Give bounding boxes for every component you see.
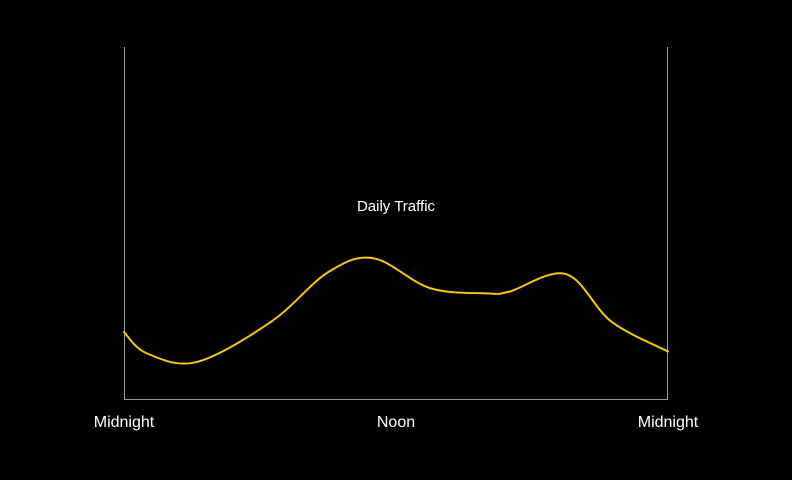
series-group xyxy=(123,256,669,365)
x-tick-label: Midnight xyxy=(94,414,155,431)
x-tick-labels: Midnight Noon Midnight xyxy=(94,414,699,431)
x-tick-label: Noon xyxy=(377,414,415,431)
series-line-0 xyxy=(123,256,669,365)
x-tick-label: Midnight xyxy=(638,414,699,431)
chart-title: Daily Traffic xyxy=(357,198,436,215)
